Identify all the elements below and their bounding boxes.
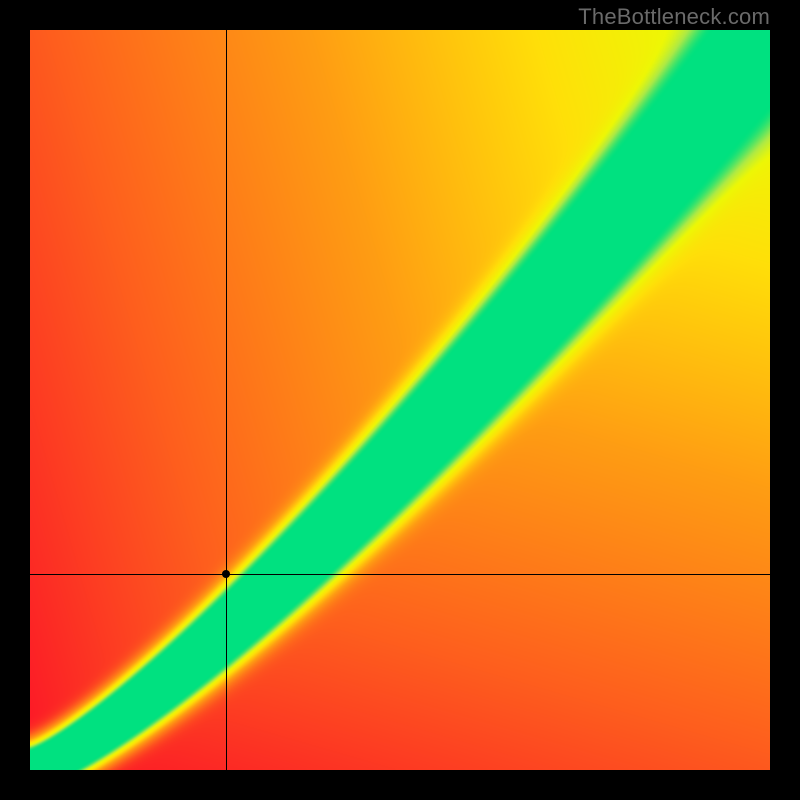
- crosshair-horizontal: [30, 574, 770, 575]
- heatmap-canvas: [30, 30, 770, 770]
- watermark-text: TheBottleneck.com: [578, 4, 770, 30]
- crosshair-vertical: [226, 30, 227, 770]
- crosshair-marker: [222, 570, 230, 578]
- heatmap-plot-area: [30, 30, 770, 770]
